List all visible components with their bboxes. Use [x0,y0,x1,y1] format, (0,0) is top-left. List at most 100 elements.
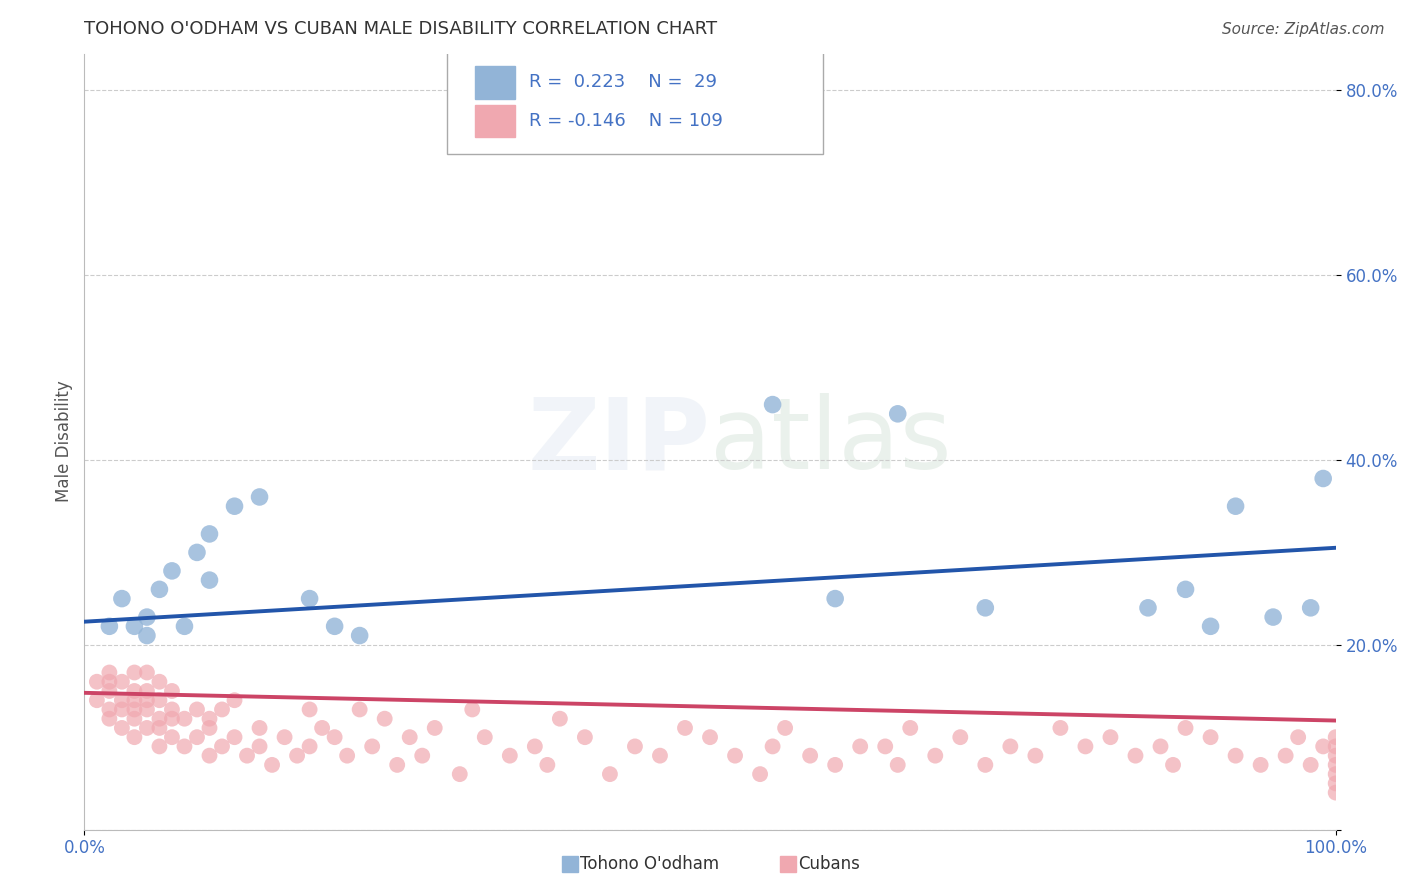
Text: R = -0.146    N = 109: R = -0.146 N = 109 [529,112,723,130]
Point [673,721,696,735]
Point [224,730,246,744]
Point [198,721,221,735]
Point [136,693,159,707]
Point [136,610,159,624]
Point [724,748,747,763]
Point [1000,739,1022,754]
Point [111,674,134,689]
Point [824,757,846,772]
Point [198,748,221,763]
Point [474,730,496,744]
Point [949,730,972,744]
Bar [475,66,515,98]
Point [599,767,621,781]
Point [461,702,484,716]
Point [148,582,170,597]
Point [173,619,195,633]
Point [398,730,420,744]
Point [148,721,170,735]
Point [849,739,872,754]
Point [86,693,108,707]
Point [236,748,259,763]
Point [1299,600,1322,615]
Text: atlas: atlas [710,393,952,490]
Point [1324,776,1347,790]
FancyBboxPatch shape [447,50,823,154]
Point [749,767,772,781]
Point [124,702,146,716]
Point [160,684,183,698]
Point [1250,757,1272,772]
Point [887,407,910,421]
Point [548,712,571,726]
Point [1299,757,1322,772]
Point [648,748,671,763]
Point [1024,748,1046,763]
Point [311,721,333,735]
Point [136,665,159,680]
Point [98,619,121,633]
Point [1225,500,1247,514]
Point [124,730,146,744]
Point [449,767,471,781]
Point [124,712,146,726]
Point [98,665,121,680]
Point [1174,582,1197,597]
Point [160,564,183,578]
Point [824,591,846,606]
Point [536,757,558,772]
Point [1199,730,1222,744]
Point [224,693,246,707]
Point [1174,721,1197,735]
Point [173,739,195,754]
Point [1149,739,1171,754]
Point [211,702,233,716]
Point [186,702,208,716]
Point [148,712,170,726]
Point [385,757,409,772]
Point [1324,730,1347,744]
Point [160,712,183,726]
Point [1125,748,1147,763]
Point [1324,767,1347,781]
Point [298,591,321,606]
Point [1136,600,1159,615]
Point [136,628,159,642]
Point [262,757,284,772]
Point [323,730,346,744]
Point [111,591,134,606]
Point [349,702,371,716]
Point [124,693,146,707]
Point [148,674,170,689]
Point [111,693,134,707]
Point [111,721,134,735]
Point [924,748,946,763]
Point [285,748,308,763]
Point [249,721,271,735]
Point [160,702,183,716]
Point [136,721,159,735]
Point [186,545,208,559]
Point [136,684,159,698]
Point [249,490,271,504]
Y-axis label: Male Disability: Male Disability [55,381,73,502]
Point [1324,748,1347,763]
Point [1324,757,1347,772]
Point [211,739,233,754]
Point [1161,757,1184,772]
Text: ZIP: ZIP [527,393,710,490]
Point [148,739,170,754]
Point [773,721,796,735]
Point [1049,721,1071,735]
Point [374,712,396,726]
Point [974,757,997,772]
Point [148,693,170,707]
Point [173,712,195,726]
Point [875,739,897,754]
Point [624,739,647,754]
Point [323,619,346,633]
Text: Source: ZipAtlas.com: Source: ZipAtlas.com [1222,22,1385,37]
Point [1312,739,1334,754]
Point [86,674,108,689]
Point [523,739,546,754]
